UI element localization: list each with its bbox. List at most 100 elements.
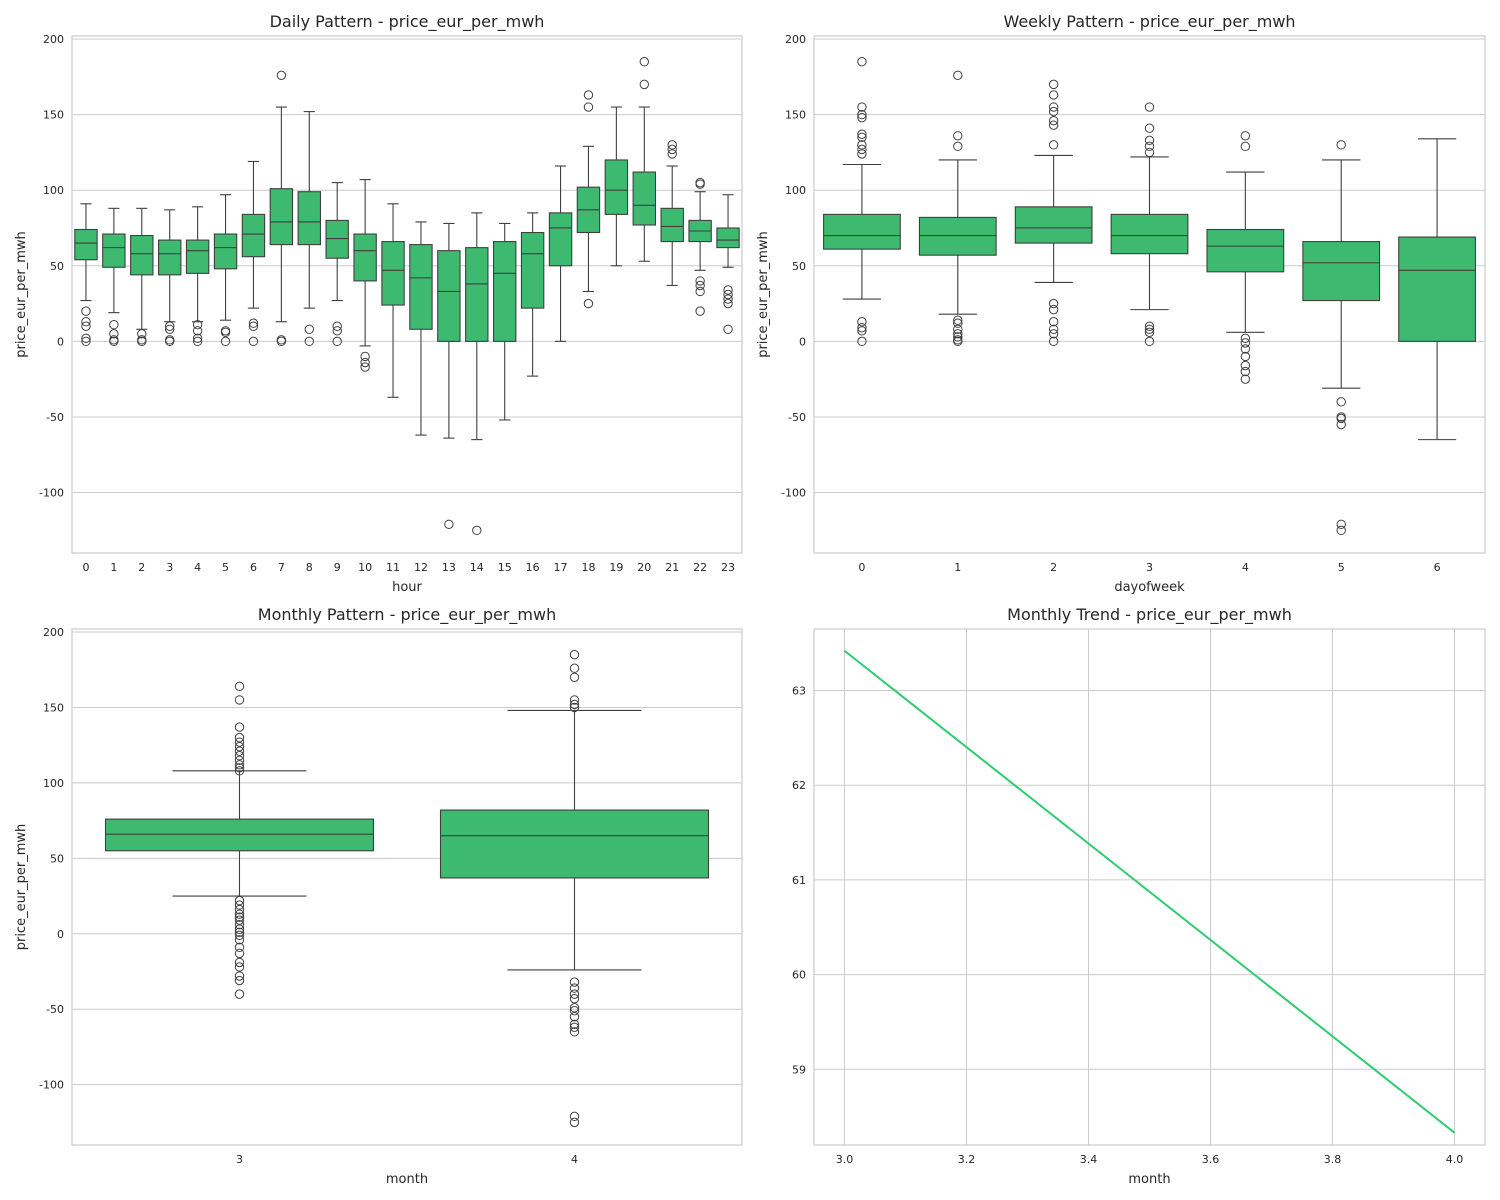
outlier-point [192, 333, 203, 344]
y-tick-label: 200 [785, 33, 806, 46]
outlier-point [953, 131, 963, 141]
outlier-point [304, 324, 314, 334]
outlier-point [569, 983, 580, 993]
box-body [1110, 213, 1189, 255]
outlier-point [1144, 327, 1155, 337]
outlier-point [667, 144, 677, 155]
box-body [1014, 206, 1093, 244]
outlier-point [1240, 351, 1251, 362]
outlier-point [81, 321, 91, 331]
outlier-point [1240, 338, 1251, 348]
outlier-point [569, 1003, 580, 1013]
outlier-point [569, 663, 580, 673]
outlier-point [857, 140, 867, 150]
outlier-point [953, 141, 963, 152]
box-19 [604, 106, 629, 267]
box-23 [716, 194, 740, 334]
outlier-point [472, 525, 482, 536]
outlier-point [81, 306, 91, 316]
outlier-point [234, 962, 245, 972]
outlier-point [695, 306, 705, 316]
box-20 [632, 56, 657, 262]
outlier-point [234, 766, 245, 776]
x-tick-label: 16 [526, 561, 540, 574]
outlier-point [1144, 123, 1155, 133]
outlier-point [569, 1019, 580, 1029]
x-tick-label: 3 [166, 561, 173, 574]
y-tick-label: -50 [46, 411, 64, 424]
outlier-point [1240, 374, 1251, 384]
x-tick-label: 1 [954, 561, 961, 574]
y-tick-label: 63 [792, 685, 806, 698]
y-tick-label: 0 [57, 928, 64, 941]
outlier-point [1048, 90, 1059, 100]
outlier-point [1048, 329, 1059, 339]
x-tick-label: 18 [581, 561, 595, 574]
outlier-point [332, 336, 342, 347]
plot-frame [813, 35, 1486, 554]
outlier-point [109, 329, 119, 339]
outlier-point [360, 351, 370, 362]
x-tick-label: 10 [358, 561, 372, 574]
x-tick-label: 3.2 [958, 1153, 976, 1166]
outlier-point [234, 722, 245, 732]
outlier-point [857, 132, 867, 142]
outlier-point [1240, 360, 1251, 371]
outlier-point [583, 298, 594, 309]
box-14 [465, 212, 489, 536]
outlier-point [723, 324, 733, 334]
box-body [632, 171, 657, 226]
box-body [439, 809, 710, 879]
box-18 [576, 90, 601, 309]
x-tick-label: 3 [236, 1153, 243, 1166]
outlier-point [1144, 102, 1155, 112]
x-tick-label: 0 [82, 561, 89, 574]
y-tick-label: 50 [792, 260, 806, 273]
outlier-point [1048, 298, 1059, 309]
outlier-point [276, 70, 287, 81]
x-tick-label: 4.0 [1446, 1153, 1464, 1166]
outlier-point [1336, 413, 1346, 424]
outlier-point [81, 336, 91, 347]
outlier-point [667, 149, 677, 159]
panel-3: -100 -50 0 50 100 150 200 3 4 Monthly Pattern - p… [14, 605, 743, 1187]
outlier-point [234, 681, 245, 692]
box-22 [688, 177, 712, 316]
box-1 [102, 207, 126, 347]
outlier-point [857, 109, 867, 120]
box-3 [104, 681, 375, 999]
outlier-point [234, 695, 245, 705]
outlier-point [695, 276, 705, 286]
outlier-point [723, 289, 733, 300]
y-tick-label: 150 [43, 109, 64, 122]
outlier-point [165, 336, 175, 347]
outlier-point [1336, 525, 1346, 536]
outlier-point [234, 732, 245, 743]
outlier-point [569, 702, 580, 713]
y-tick-label: 150 [43, 701, 64, 714]
outlier-point [276, 336, 287, 347]
x-tick-label: 5 [1338, 561, 1345, 574]
plot-frame [71, 628, 743, 1146]
outlier-point [192, 320, 203, 330]
outlier-point [857, 317, 867, 327]
outlier-point [360, 362, 370, 372]
box-15 [492, 222, 517, 421]
y-tick-label: 61 [792, 874, 806, 887]
x-axis-label: month [1128, 1172, 1170, 1187]
outlier-point [569, 1111, 580, 1122]
outlier-point [234, 763, 245, 773]
outlier-point [1048, 106, 1059, 117]
y-tick-label: 100 [43, 184, 64, 197]
box-0 [823, 56, 901, 347]
outlier-point [234, 948, 245, 959]
outlier-point [248, 321, 259, 331]
box-7 [269, 70, 294, 347]
outlier-point [234, 989, 245, 999]
trend-line-series-1 [843, 649, 1456, 1134]
box-11 [381, 203, 405, 398]
outlier-point [569, 1012, 580, 1022]
x-tick-label: 0 [858, 561, 865, 574]
outlier-point [234, 760, 245, 770]
